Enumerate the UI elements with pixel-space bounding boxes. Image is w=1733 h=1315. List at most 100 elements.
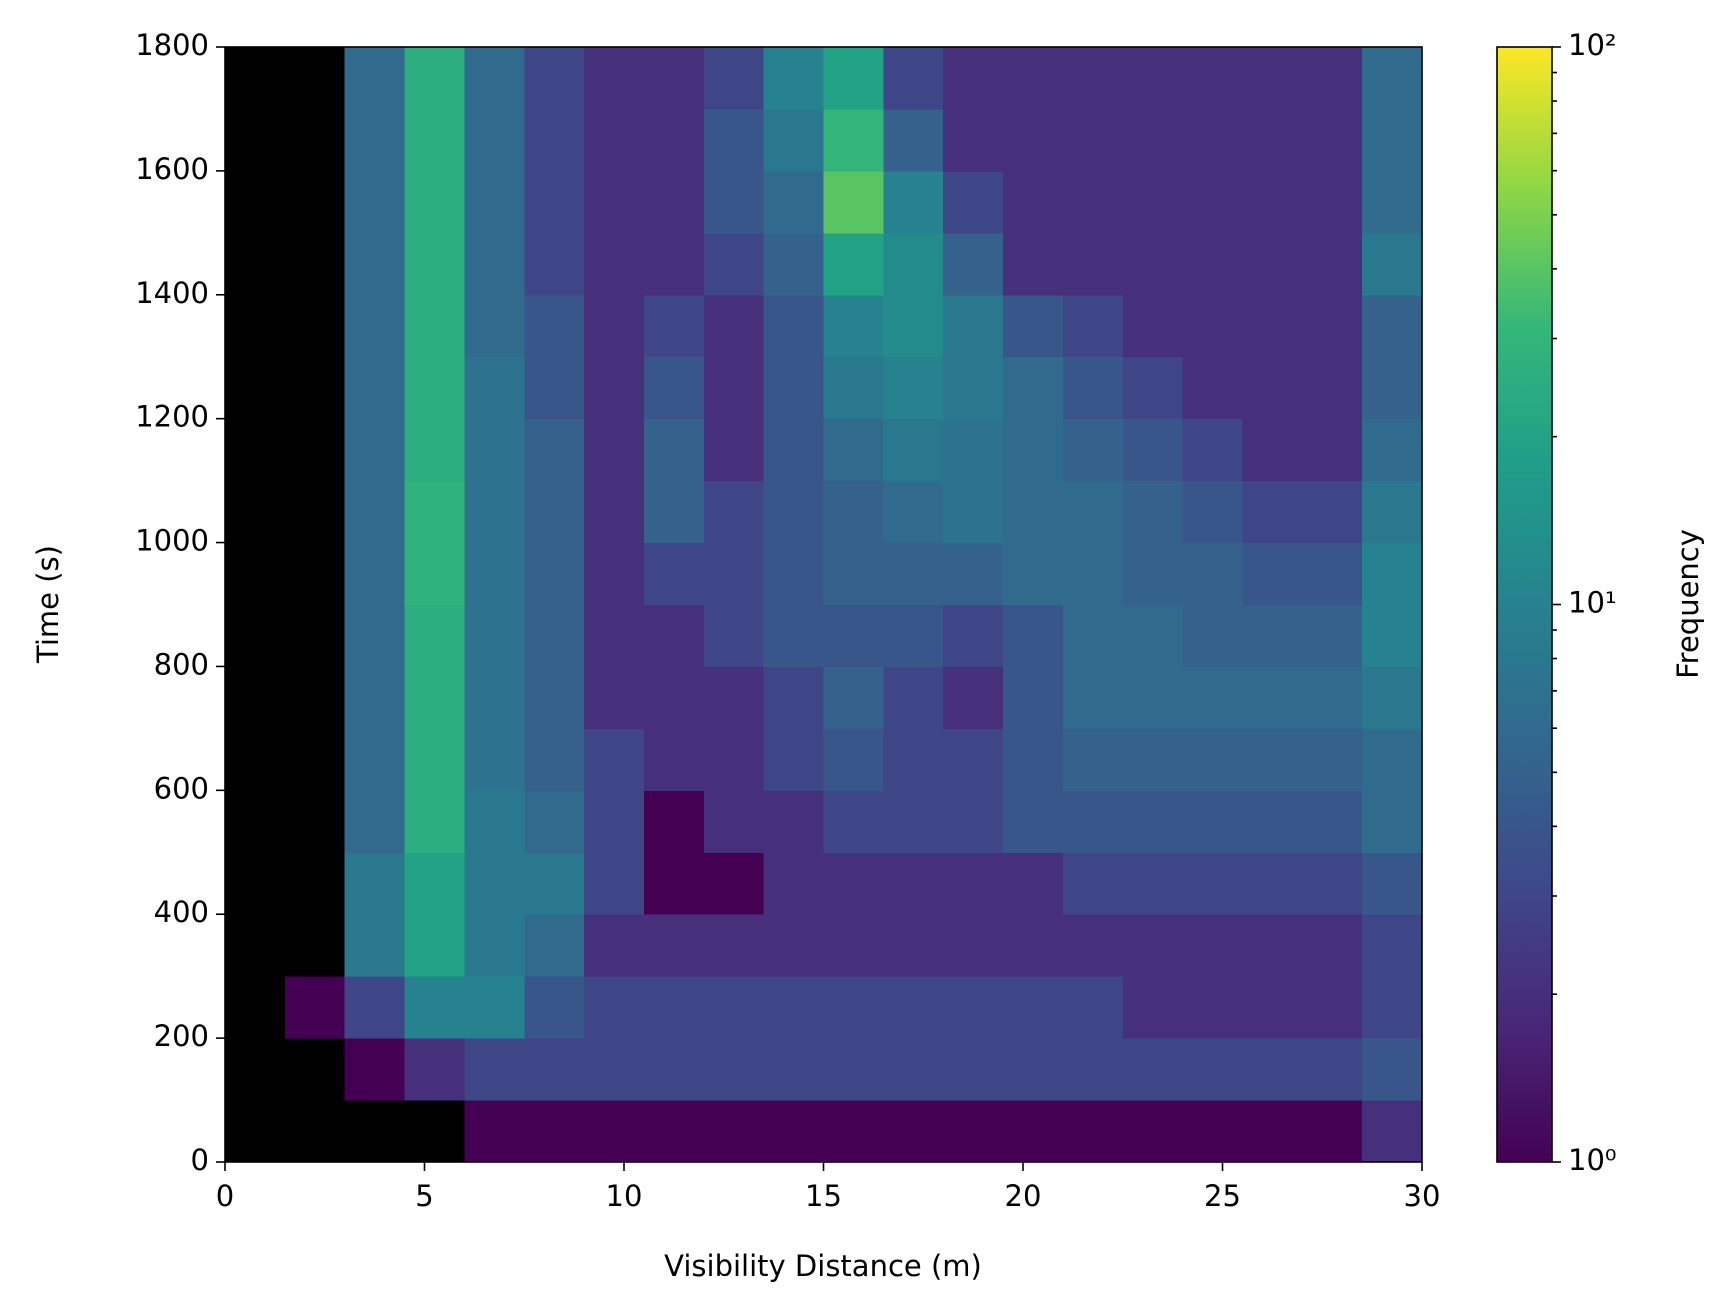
cell	[883, 1100, 944, 1163]
cell	[1362, 108, 1423, 172]
cell	[464, 418, 525, 482]
cell	[1182, 170, 1243, 234]
cell	[284, 976, 346, 1039]
cell	[524, 976, 585, 1039]
y-axis-label: Time (s)	[31, 545, 65, 664]
cell	[1062, 232, 1124, 296]
cell	[763, 232, 824, 296]
y-tick-label: 800	[154, 647, 209, 681]
cell	[404, 232, 465, 296]
y-tick-label: 600	[154, 771, 209, 805]
cell	[1003, 108, 1064, 172]
cell	[1003, 170, 1064, 234]
cell	[464, 790, 525, 853]
cell	[1362, 790, 1423, 853]
cell	[823, 480, 884, 544]
cell	[943, 976, 1004, 1039]
cell	[284, 1038, 346, 1101]
cell	[643, 356, 705, 420]
cell	[524, 604, 585, 667]
cell	[404, 418, 465, 482]
cell	[943, 170, 1004, 234]
cell	[1302, 790, 1363, 853]
cell	[1302, 914, 1363, 977]
cell	[823, 604, 884, 667]
cell	[524, 1100, 585, 1163]
y-tick-label: 1200	[135, 400, 209, 434]
cell	[1182, 108, 1243, 172]
cell	[284, 790, 346, 853]
cell	[643, 542, 705, 605]
cell	[1182, 294, 1243, 358]
cell	[225, 47, 286, 110]
cell	[1122, 790, 1184, 853]
cell	[584, 418, 645, 482]
cell	[404, 976, 465, 1039]
cell	[643, 914, 705, 977]
cell	[584, 356, 645, 420]
cell	[225, 356, 286, 420]
cell	[1003, 418, 1064, 482]
cell	[1302, 294, 1363, 358]
cell	[344, 852, 406, 915]
colorbar	[1496, 46, 1553, 1163]
cell	[344, 604, 406, 667]
y-tick-label: 200	[154, 1019, 209, 1053]
cell	[883, 914, 944, 977]
cell	[1182, 418, 1243, 482]
cell	[763, 542, 824, 605]
cell	[404, 790, 465, 853]
cell	[943, 852, 1004, 915]
cell	[1302, 728, 1363, 791]
cell	[943, 418, 1004, 482]
cell	[1122, 728, 1184, 791]
cell	[584, 914, 645, 977]
cell	[464, 976, 525, 1039]
y-tick-label: 1800	[135, 28, 209, 62]
cell	[284, 480, 346, 544]
cell	[225, 170, 286, 234]
cell	[763, 356, 824, 420]
cell	[464, 604, 525, 667]
x-tick-label: 15	[805, 1179, 842, 1213]
cell	[584, 666, 645, 729]
cell	[1242, 604, 1303, 667]
cell	[1003, 1038, 1064, 1101]
cell	[284, 1100, 346, 1163]
cell	[823, 47, 884, 110]
cell	[464, 170, 525, 234]
cell	[284, 604, 346, 667]
cell	[1122, 480, 1184, 544]
cell	[703, 294, 765, 358]
cell	[464, 1038, 525, 1101]
cell	[404, 356, 465, 420]
cell	[404, 1038, 465, 1101]
cell	[1003, 604, 1064, 667]
cell	[1362, 914, 1423, 977]
cell	[823, 728, 884, 791]
cell	[643, 852, 705, 915]
cell	[524, 542, 585, 605]
cell	[464, 1100, 525, 1163]
cell	[1122, 976, 1184, 1039]
cell	[1362, 294, 1423, 358]
cell	[1122, 542, 1184, 605]
cell	[464, 108, 525, 172]
colorbar-label: Frequency	[1671, 529, 1705, 679]
cell	[225, 232, 286, 296]
cell	[943, 108, 1004, 172]
cell	[284, 914, 346, 977]
cell	[584, 790, 645, 853]
cell	[823, 852, 884, 915]
cell	[1122, 47, 1184, 110]
cell	[823, 790, 884, 853]
cell	[1302, 108, 1363, 172]
cell	[404, 480, 465, 544]
cell	[1302, 356, 1363, 420]
cell	[703, 170, 765, 234]
cell	[284, 47, 346, 110]
cell	[404, 852, 465, 915]
cell	[943, 728, 1004, 791]
cell	[1003, 542, 1064, 605]
cell	[1242, 1038, 1303, 1101]
